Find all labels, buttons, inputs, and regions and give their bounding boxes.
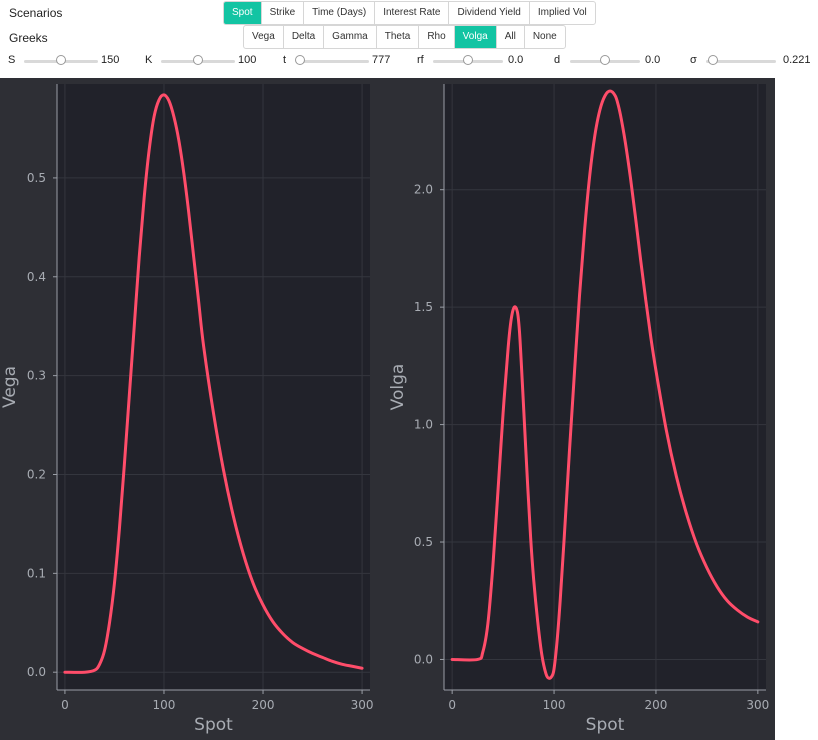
slider-sigma-value: 0.221 [783, 54, 811, 66]
x-axis-label: Spot [194, 715, 233, 735]
greek-volga[interactable]: Volga [454, 26, 497, 48]
slider-t-value: 777 [372, 54, 391, 66]
slider-k-value: 100 [238, 54, 257, 66]
greek-rho[interactable]: Rho [419, 26, 455, 48]
greek-theta[interactable]: Theta [377, 26, 420, 48]
scenario-button-group: Spot Strike Time (Days) Interest Rate Divide… [223, 1, 596, 25]
slider-rf-label: rf [417, 54, 424, 66]
y-tick-label: 1.5 [414, 300, 433, 314]
slider-t-knob[interactable] [295, 55, 306, 65]
slider-t-track[interactable] [299, 60, 369, 63]
volga-series-line [450, 89, 760, 680]
scenarios-label: Scenarios [9, 6, 63, 20]
y-tick-label: 0.0 [414, 652, 433, 666]
vega-chart: 0 100 200 300 0.0 0.1 0.2 0.3 0.4 0.5 Spot Vega [0, 84, 374, 735]
greek-gamma[interactable]: Gamma [324, 26, 377, 48]
greek-delta[interactable]: Delta [284, 26, 325, 48]
greek-button-group: Vega Delta Gamma Theta Rho Volga All None [243, 25, 566, 49]
slider-k-label: K [145, 54, 153, 66]
x-axis-label: Spot [586, 715, 625, 735]
x-tick-label: 100 [543, 698, 566, 712]
slider-sigma-label: σ [690, 54, 697, 66]
slider-s-value: 150 [101, 54, 120, 66]
y-tick-label: 0.4 [27, 270, 46, 284]
x-tick-label: 300 [746, 698, 769, 712]
y-axis-label: Vega [0, 366, 20, 408]
slider-s-label: S [8, 54, 16, 66]
slider-s[interactable]: S 150 [8, 54, 123, 68]
x-tick-label: 200 [252, 698, 275, 712]
x-tick-label: 0 [448, 698, 456, 712]
x-tick-label: 300 [351, 698, 374, 712]
slider-k[interactable]: K 100 [145, 54, 260, 68]
greeks-label: Greeks [9, 31, 48, 45]
slider-d-value: 0.0 [645, 54, 661, 66]
vega-series-line [63, 93, 364, 674]
chart-area: 0 100 200 300 0.0 0.1 0.2 0.3 0.4 0.5 Spot Vega 0 10… [0, 78, 775, 740]
greek-none[interactable]: None [532, 31, 557, 42]
y-tick-label: 0.1 [27, 566, 46, 580]
y-tick-label: 0.5 [414, 535, 433, 549]
slider-d-label: d [554, 54, 561, 66]
slider-t[interactable]: t 777 [283, 54, 398, 68]
slider-d[interactable]: d 0.0 [554, 54, 669, 68]
scenario-interest-rate[interactable]: Interest Rate [375, 2, 450, 24]
scenario-implied-vol[interactable]: Implied Vol [537, 7, 587, 18]
slider-sigma-track[interactable] [706, 60, 776, 63]
y-tick-label: 0.0 [27, 665, 46, 679]
x-tick-label: 0 [61, 698, 69, 712]
slider-rf-value: 0.0 [508, 54, 524, 66]
x-tick-label: 100 [153, 698, 176, 712]
plot-background [444, 84, 766, 690]
y-tick-label: 0.2 [27, 467, 46, 481]
y-tick-label: 2.0 [414, 183, 433, 197]
scenario-dividend-yield[interactable]: Dividend Yield [449, 2, 530, 24]
y-axis-label: Volga [388, 364, 408, 411]
slider-rf-knob[interactable] [463, 55, 473, 65]
slider-sigma-knob[interactable] [708, 55, 718, 65]
greek-all[interactable]: All [497, 26, 525, 48]
slider-t-label: t [283, 54, 287, 66]
slider-s-knob[interactable] [56, 55, 66, 65]
y-tick-label: 1.0 [414, 418, 433, 432]
scenario-time-days[interactable]: Time (Days) [304, 2, 376, 24]
scenario-strike[interactable]: Strike [262, 2, 305, 24]
y-tick-label: 0.5 [27, 171, 46, 185]
volga-chart: 0 100 200 300 0.0 0.5 1.0 1.5 2.0 Spot Volga [388, 84, 769, 735]
scenario-spot[interactable]: Spot [224, 2, 262, 24]
slider-k-knob[interactable] [193, 55, 203, 65]
slider-d-knob[interactable] [600, 55, 610, 65]
x-tick-label: 200 [644, 698, 667, 712]
slider-rf[interactable]: rf 0.0 [417, 54, 532, 68]
greek-vega[interactable]: Vega [244, 26, 284, 48]
y-tick-label: 0.3 [27, 369, 46, 383]
slider-sigma[interactable]: σ 0.221 [690, 54, 818, 68]
plot-background [57, 84, 370, 690]
